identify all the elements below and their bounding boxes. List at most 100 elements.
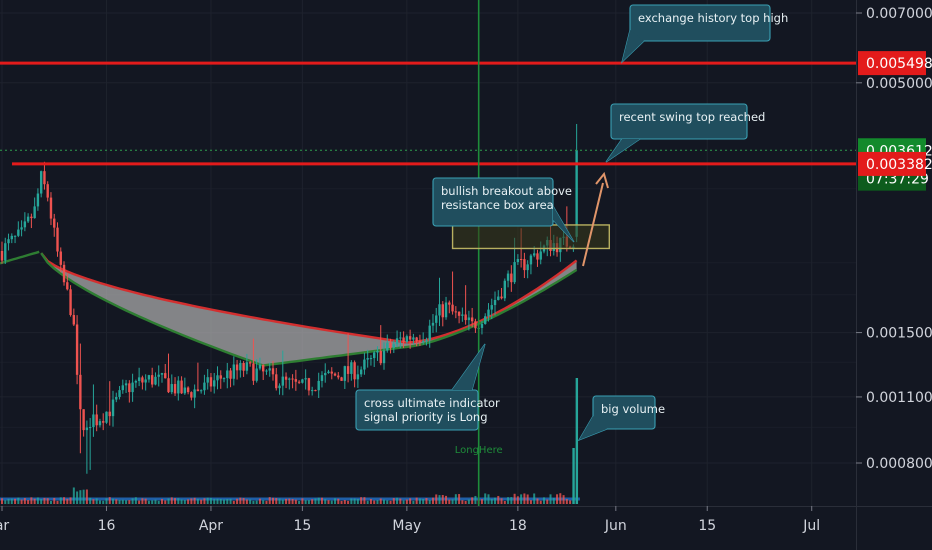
candle-body bbox=[294, 379, 298, 382]
candle-body bbox=[92, 414, 95, 428]
volume-bar bbox=[474, 495, 477, 504]
candle-body bbox=[346, 366, 350, 374]
volume-bar bbox=[500, 498, 503, 504]
candle-body bbox=[519, 259, 523, 261]
volume-bar bbox=[27, 500, 30, 504]
candle-body bbox=[226, 370, 229, 379]
volume-bar bbox=[229, 498, 232, 504]
volume-bar bbox=[366, 500, 369, 504]
candle-body bbox=[278, 385, 281, 389]
volume-bar bbox=[396, 497, 399, 504]
volume-bar bbox=[298, 500, 301, 504]
candle-body bbox=[297, 381, 301, 383]
breakout-arrow-head bbox=[595, 171, 609, 189]
candle-body bbox=[128, 383, 131, 393]
candle-body bbox=[301, 379, 304, 383]
candle-body bbox=[464, 314, 467, 321]
volume-bar bbox=[115, 499, 118, 504]
candle-body bbox=[526, 264, 529, 271]
volume-bar bbox=[203, 498, 206, 504]
candle-body bbox=[196, 389, 200, 392]
candle-body bbox=[523, 259, 526, 271]
candle-body bbox=[203, 382, 206, 391]
volume-bar bbox=[89, 497, 92, 504]
volume-bar bbox=[154, 499, 157, 504]
volume-bar bbox=[278, 498, 281, 504]
volume-bar bbox=[98, 500, 101, 504]
candle-body bbox=[79, 374, 82, 410]
overlays: LongHere bbox=[0, 0, 856, 506]
volume-bar bbox=[320, 497, 323, 504]
volume-bar bbox=[317, 497, 320, 504]
volume-bar bbox=[383, 499, 386, 504]
candle-body bbox=[137, 377, 141, 382]
price-tick-label: 0.005000 bbox=[866, 76, 932, 92]
volume-bar bbox=[281, 499, 284, 504]
candle-body bbox=[448, 302, 451, 305]
candle-body bbox=[30, 216, 33, 219]
ribbon-red-line bbox=[40, 252, 578, 344]
volume-bar-spike bbox=[575, 378, 579, 504]
candle-body bbox=[23, 221, 27, 228]
volume-bar bbox=[405, 499, 408, 504]
callout-pointer-fill bbox=[579, 416, 607, 440]
volume-bar bbox=[533, 493, 536, 504]
price-tick-label: 0.001500 bbox=[866, 326, 932, 342]
candle-body bbox=[222, 378, 226, 380]
volume-bar bbox=[484, 493, 487, 504]
candle-body bbox=[105, 411, 108, 423]
volume-bar bbox=[271, 497, 274, 504]
time-tick-label: 15 bbox=[293, 518, 311, 534]
candle-body bbox=[490, 305, 493, 310]
time-axis[interactable]: ar 16 Apr 15 May 18 Jun 15 Jul bbox=[0, 506, 820, 534]
volume-bar bbox=[226, 499, 229, 504]
volume-bar bbox=[311, 499, 314, 504]
candle-body bbox=[529, 255, 533, 265]
volume-bar bbox=[79, 490, 82, 504]
candle-body bbox=[363, 359, 366, 370]
volume-bar bbox=[445, 495, 448, 504]
volume-bar bbox=[376, 500, 379, 504]
volume-bar bbox=[69, 497, 72, 504]
candle-body bbox=[457, 311, 461, 316]
time-tick-label: 15 bbox=[698, 518, 716, 534]
volume-bar bbox=[363, 497, 366, 504]
volume-bar bbox=[301, 498, 304, 504]
candle-body bbox=[497, 296, 500, 300]
volume-bar bbox=[1, 498, 3, 504]
volume-bar bbox=[200, 499, 203, 504]
time-tick-label: 18 bbox=[509, 518, 527, 534]
volume-bar bbox=[425, 498, 428, 504]
volume-bar bbox=[17, 497, 20, 504]
candle-body bbox=[235, 364, 239, 371]
callout-pointer-fill bbox=[622, 30, 644, 62]
volume-bar bbox=[409, 498, 412, 504]
candle-body bbox=[26, 216, 30, 222]
candle-body bbox=[229, 370, 232, 379]
volume-bar bbox=[147, 500, 150, 504]
candle-body bbox=[56, 227, 59, 252]
volume-bar bbox=[418, 498, 421, 504]
volume-bar bbox=[353, 498, 356, 504]
candle-body bbox=[180, 380, 183, 394]
callout-box bbox=[610, 103, 748, 140]
volume-bar bbox=[350, 498, 353, 504]
volume-bar bbox=[438, 495, 441, 504]
volume-bar bbox=[497, 495, 500, 504]
signal-marker-label: LongHere bbox=[455, 445, 503, 456]
candle-body bbox=[379, 351, 382, 364]
price-axis[interactable]: 0.007000 0.005000 0.001500 0.001100 0.000800 bbox=[856, 6, 932, 472]
candle-body bbox=[33, 206, 36, 219]
candle-body bbox=[431, 322, 435, 326]
volume-bar bbox=[164, 500, 167, 504]
volume-bar bbox=[569, 500, 572, 504]
volume-bar bbox=[330, 500, 333, 504]
candle-body bbox=[59, 251, 62, 265]
candle-body bbox=[441, 304, 444, 318]
volume-bar bbox=[125, 500, 128, 504]
candle-body bbox=[369, 358, 373, 360]
callout-text: cross ultimate indicator bbox=[364, 396, 500, 410]
candle-body bbox=[536, 253, 539, 260]
volume-bar bbox=[268, 497, 271, 504]
